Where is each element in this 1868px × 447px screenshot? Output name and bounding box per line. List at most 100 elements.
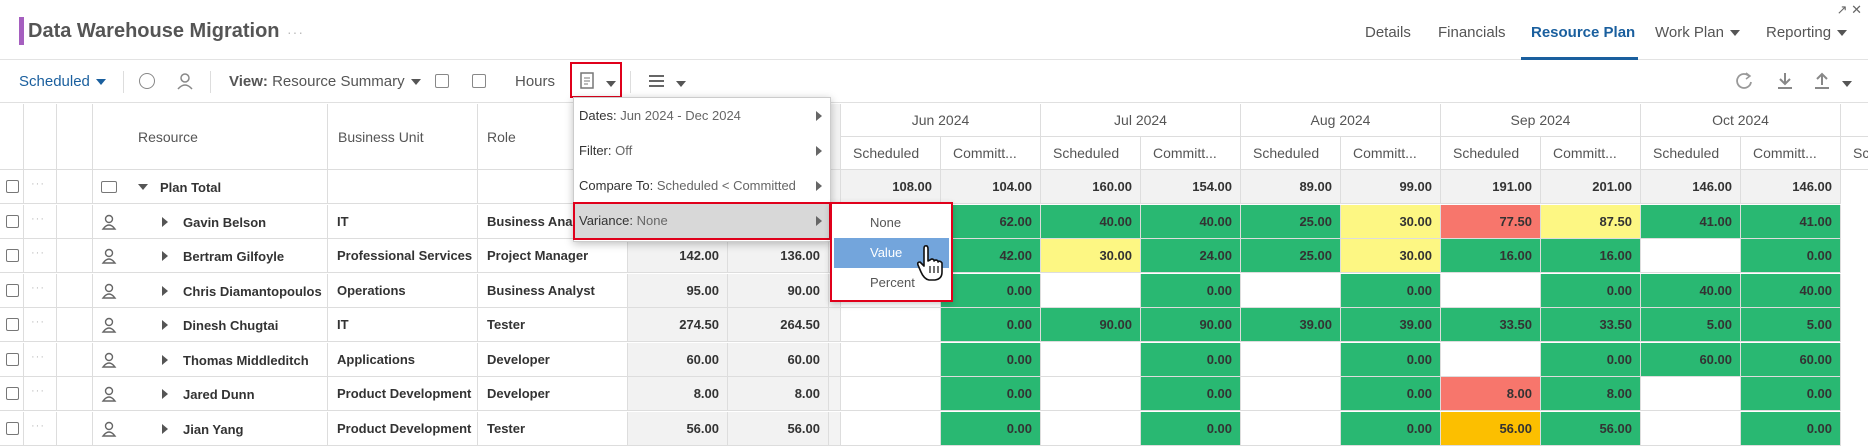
submenu-item-percent[interactable]: Percent <box>870 275 915 290</box>
scheduled-subheader[interactable]: Sc <box>1841 137 1868 170</box>
value-cell[interactable]: 0.00 <box>1141 342 1241 377</box>
committed-subheader[interactable]: Committ... <box>941 137 1041 170</box>
value-cell[interactable]: 0.00 <box>1741 411 1841 446</box>
expand-icon[interactable] <box>162 423 168 434</box>
value-cell[interactable]: 42.00 <box>941 239 1041 273</box>
expand-all-icon[interactable] <box>435 74 449 88</box>
value-cell[interactable]: 0.00 <box>1341 377 1441 411</box>
value-cell[interactable] <box>1041 411 1141 446</box>
menu-icon[interactable] <box>648 73 666 89</box>
value-cell[interactable]: 0.00 <box>1541 342 1641 377</box>
scheduled-subheader[interactable]: Scheduled <box>1241 137 1341 170</box>
value-cell[interactable]: 30.00 <box>1341 204 1441 239</box>
committed-subheader[interactable]: Committ... <box>1541 137 1641 170</box>
value-cell[interactable]: 56.00 <box>1441 411 1541 446</box>
column-header-resource[interactable]: Resource <box>93 104 328 170</box>
value-cell[interactable]: 40.00 <box>1141 204 1241 239</box>
value-cell[interactable] <box>1241 342 1341 377</box>
value-cell[interactable] <box>1041 377 1141 411</box>
view-dropdown[interactable]: View: Resource Summary <box>229 73 421 90</box>
refresh-icon[interactable] <box>1734 71 1754 91</box>
assign-resource-icon[interactable] <box>176 71 196 91</box>
resource-name[interactable]: Jared Dunn <box>183 387 255 402</box>
resource-name[interactable]: Chris Diamantopoulos <box>183 283 322 299</box>
value-cell[interactable]: 62.00 <box>941 204 1041 239</box>
value-cell[interactable]: 0.00 <box>1141 411 1241 446</box>
value-cell[interactable]: 0.00 <box>941 308 1041 342</box>
value-cell[interactable]: 8.00 <box>1441 377 1541 411</box>
value-cell[interactable]: 25.00 <box>1241 239 1341 273</box>
row-checkbox[interactable] <box>6 318 19 331</box>
value-cell[interactable]: 5.00 <box>1741 308 1841 342</box>
row-actions-icon[interactable]: ··· <box>31 212 45 225</box>
value-cell[interactable] <box>1241 411 1341 446</box>
display-options-icon[interactable] <box>579 71 599 91</box>
splitter[interactable] <box>829 104 841 170</box>
tab-details[interactable]: Details <box>1365 24 1411 41</box>
row-actions-icon[interactable]: ··· <box>31 281 45 294</box>
value-cell[interactable] <box>1441 342 1541 377</box>
row-actions-icon[interactable]: ··· <box>31 178 45 190</box>
value-cell[interactable] <box>1441 273 1541 308</box>
value-cell[interactable] <box>1041 273 1141 308</box>
value-cell[interactable]: 24.00 <box>1141 239 1241 273</box>
value-cell[interactable]: 39.00 <box>1341 308 1441 342</box>
menu-item-variance[interactable]: Variance: None <box>574 203 832 238</box>
value-cell[interactable] <box>1641 377 1741 411</box>
value-cell[interactable] <box>1241 377 1341 411</box>
resource-name[interactable]: Thomas Middleditch <box>183 352 309 368</box>
value-cell[interactable]: 0.00 <box>941 273 1041 308</box>
row-checkbox[interactable] <box>6 352 19 366</box>
submenu-item-none[interactable]: None <box>870 215 902 230</box>
value-cell[interactable]: 0.00 <box>941 411 1041 446</box>
value-cell[interactable] <box>841 377 941 411</box>
value-cell[interactable]: 16.00 <box>1541 239 1641 273</box>
menu-item-dates[interactable]: Dates: Jun 2024 - Dec 2024 <box>574 98 832 133</box>
value-cell[interactable]: 33.50 <box>1541 308 1641 342</box>
value-cell[interactable]: 16.00 <box>1441 239 1541 273</box>
value-cell[interactable] <box>841 411 941 446</box>
expand-icon[interactable] <box>162 389 168 399</box>
download-icon[interactable] <box>1775 71 1795 91</box>
value-cell[interactable]: 0.00 <box>1341 273 1441 308</box>
add-circle-icon[interactable] <box>139 73 155 89</box>
chevron-down-icon[interactable] <box>676 81 686 87</box>
value-cell[interactable]: 77.50 <box>1441 204 1541 239</box>
resource-name[interactable]: Jian Yang <box>183 421 244 437</box>
tab-reporting[interactable]: Reporting <box>1766 24 1848 41</box>
expand-icon[interactable] <box>162 251 168 261</box>
value-cell[interactable]: 40.00 <box>1741 273 1841 308</box>
menu-item-filter[interactable]: Filter: Off <box>574 133 832 168</box>
value-cell[interactable]: 90.00 <box>1041 308 1141 342</box>
value-cell[interactable]: 41.00 <box>1641 204 1741 239</box>
row-actions-icon[interactable]: ··· <box>31 350 45 363</box>
resource-name[interactable]: Dinesh Chugtai <box>183 318 279 333</box>
tab-resource-plan[interactable]: Resource Plan <box>1531 24 1636 41</box>
menu-item-compare-to[interactable]: Compare To: Scheduled < Committed <box>574 168 832 203</box>
value-cell[interactable]: 87.50 <box>1541 204 1641 239</box>
scheduled-subheader[interactable]: Scheduled <box>841 137 941 170</box>
value-cell[interactable]: 0.00 <box>1341 342 1441 377</box>
row-checkbox[interactable] <box>6 421 19 435</box>
collapse-icon[interactable] <box>138 184 148 190</box>
resource-name[interactable]: Bertram Gilfoyle <box>183 249 285 264</box>
collapse-all-icon[interactable] <box>472 74 486 88</box>
value-cell[interactable]: 0.00 <box>941 377 1041 411</box>
committed-subheader[interactable]: Committ... <box>1341 137 1441 170</box>
hours-label[interactable]: Hours <box>515 73 556 90</box>
value-cell[interactable]: 0.00 <box>1741 239 1841 273</box>
value-cell[interactable]: 8.00 <box>1541 377 1641 411</box>
value-cell[interactable] <box>841 308 941 342</box>
export-icon[interactable] <box>1812 71 1832 91</box>
submenu-item-value[interactable]: Value <box>834 238 949 268</box>
value-cell[interactable]: 90.00 <box>1141 308 1241 342</box>
value-cell[interactable]: 0.00 <box>1541 273 1641 308</box>
row-checkbox[interactable] <box>6 180 19 193</box>
value-cell[interactable]: 0.00 <box>1741 377 1841 411</box>
value-cell[interactable]: 5.00 <box>1641 308 1741 342</box>
scheduled-subheader[interactable]: Scheduled <box>1041 137 1141 170</box>
expand-icon[interactable] <box>162 354 168 365</box>
committed-subheader[interactable]: Committ... <box>1141 137 1241 170</box>
value-cell[interactable]: 0.00 <box>941 342 1041 377</box>
row-checkbox[interactable] <box>6 249 19 262</box>
